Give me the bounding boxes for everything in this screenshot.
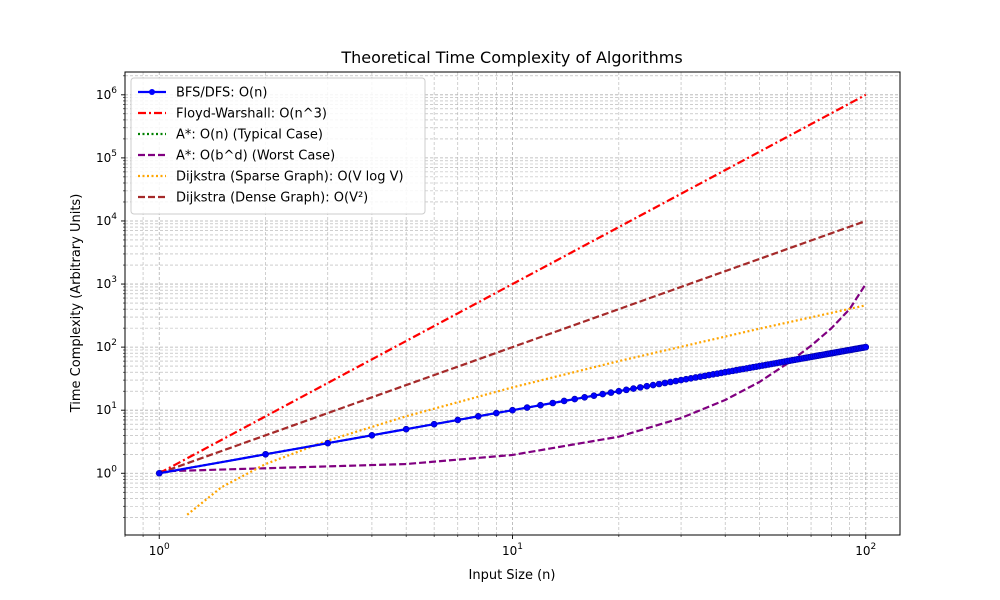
series-point xyxy=(667,378,674,386)
legend-entry: Dijkstra (Sparse Graph): O(V log V) xyxy=(176,170,404,185)
series-point xyxy=(430,420,438,428)
series-point xyxy=(643,382,651,390)
series-point xyxy=(599,390,606,398)
series-point xyxy=(262,450,269,458)
series-point xyxy=(607,389,615,396)
legend-entry: BFS/DFS: O(n) xyxy=(176,86,267,101)
series-point xyxy=(324,439,332,447)
y-tick-label: 105 xyxy=(96,149,117,165)
ticks: 100 101 102 100 101 102 103 104 105 106 xyxy=(96,75,876,558)
series-point xyxy=(655,380,663,388)
series-point xyxy=(661,379,669,387)
y-tick-label: 103 xyxy=(96,275,117,291)
y-tick-label: 102 xyxy=(96,338,117,354)
y-tick-label: 106 xyxy=(96,86,117,102)
series-line xyxy=(158,219,867,475)
series-line xyxy=(159,283,867,473)
y-axis-label: Time Complexity (Arbitrary Units) xyxy=(69,194,84,414)
series-point xyxy=(636,384,644,391)
legend-entry: Floyd-Warshall: O(n^3) xyxy=(176,107,327,122)
legend-entry: A*: O(b^d) (Worst Case) xyxy=(176,149,335,164)
series-point xyxy=(509,406,516,414)
series-point xyxy=(571,395,579,403)
series-point xyxy=(581,394,588,401)
y-tick-label: 101 xyxy=(96,401,117,417)
series-point xyxy=(368,431,376,439)
series-point xyxy=(623,386,630,394)
series-point xyxy=(474,412,482,420)
series-point xyxy=(402,425,410,433)
series-group xyxy=(155,93,870,516)
series-point xyxy=(615,387,623,395)
series-line xyxy=(158,93,867,475)
series-point xyxy=(560,397,568,405)
legend: BFS/DFS: O(n) Floyd-Warshall: O(n^3) A*: O… xyxy=(130,77,426,215)
series-point xyxy=(537,401,544,409)
series-point xyxy=(649,381,657,389)
legend-box xyxy=(130,77,426,215)
legend-marker xyxy=(149,89,155,95)
series-point xyxy=(862,343,870,351)
legend-entry: A*: O(n) (Typical Case) xyxy=(176,128,323,143)
series-point xyxy=(590,392,598,399)
series-point xyxy=(454,416,462,424)
x-tick-label: 101 xyxy=(502,542,523,558)
x-tick-label: 100 xyxy=(149,542,170,558)
y-tick-label: 104 xyxy=(96,212,117,228)
series-point xyxy=(630,385,637,392)
legend-entry: Dijkstra (Dense Graph): O(V²) xyxy=(176,191,368,206)
series-point xyxy=(549,399,557,407)
series-line xyxy=(186,304,867,516)
chart-title: Theoretical Time Complexity of Algorithm… xyxy=(340,48,682,67)
x-tick-label: 102 xyxy=(855,542,876,558)
y-tick-label: 100 xyxy=(96,464,117,480)
series-point xyxy=(523,404,531,411)
x-axis-label: Input Size (n) xyxy=(469,568,556,583)
series-point xyxy=(155,469,163,477)
series-point xyxy=(493,409,500,417)
